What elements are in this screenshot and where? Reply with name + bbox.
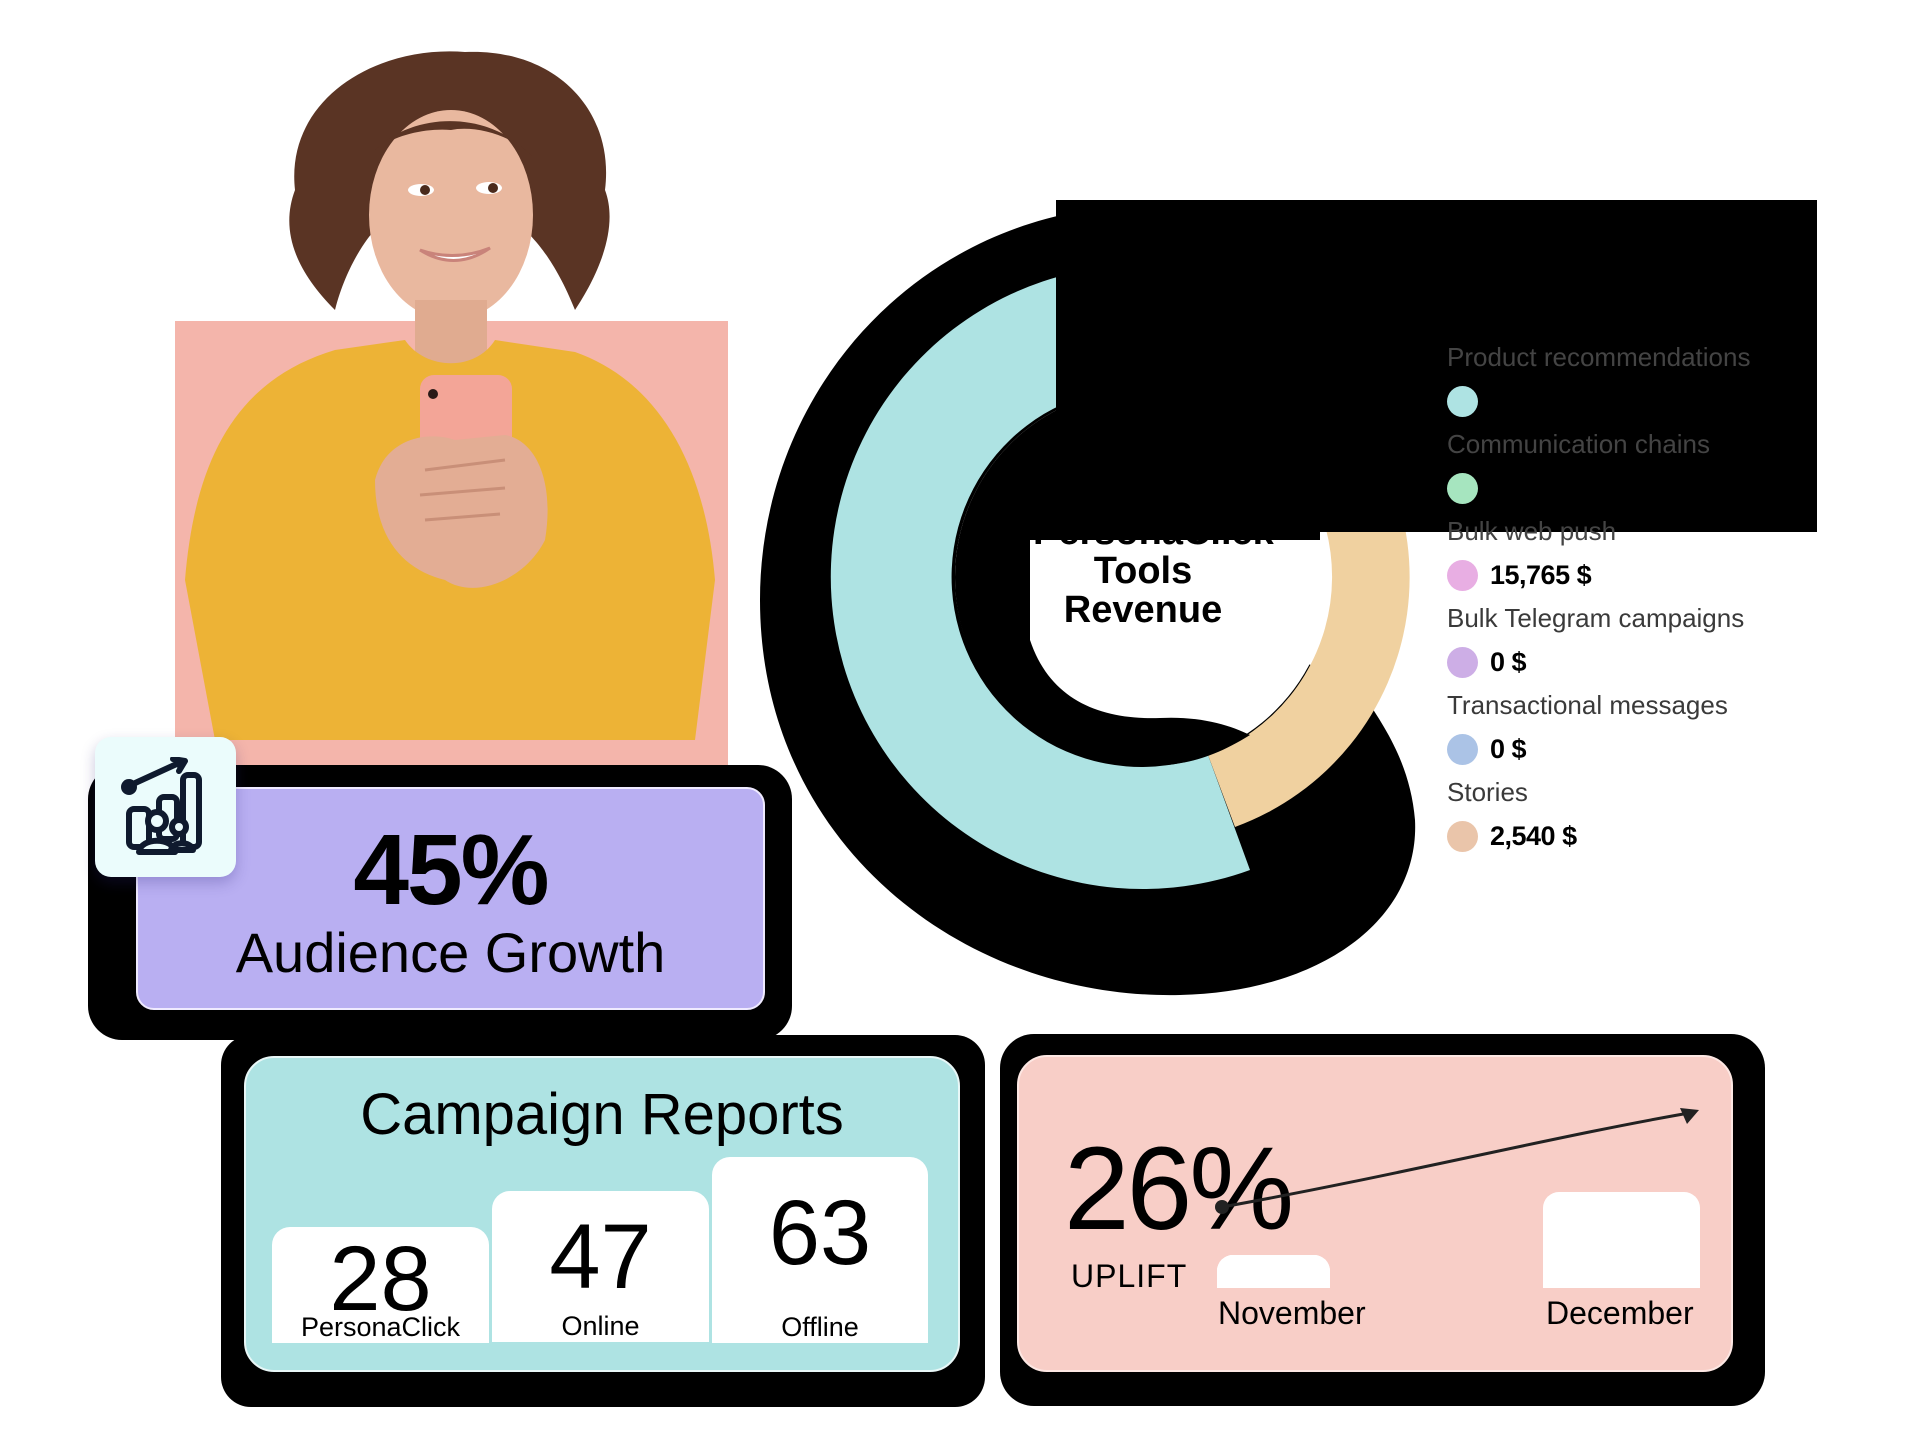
donut-segment-product-recommendations[interactable] [830,264,1250,889]
audience-growth-chart-icon [120,757,202,855]
campaign-label: PersonaClick [300,1312,461,1342]
audience-growth-icon-tile [95,737,236,877]
campaign-bar-online: 47 Online [492,1191,709,1342]
legend-label-communication-chains: Communication chains [1447,429,1711,460]
uplift-label: UPLIFT [1071,1258,1188,1294]
campaign-bar-personaclick: 28 PersonaClick [272,1227,489,1343]
campaign-value: 63 [768,1182,872,1284]
campaign-label: Online [561,1311,640,1341]
uplift-bar-december [1543,1192,1700,1288]
legend-item-product-recommendations[interactable] [1447,380,1847,424]
legend-label-bulk-web-push: Bulk web push [1447,516,1617,547]
uplift-month-december: December [1546,1295,1694,1331]
legend-label-product-recommendations: Product recommendations [1447,342,1751,373]
campaign-reports-title: Campaign Reports [360,1082,844,1147]
legend-label-bulk-telegram: Bulk Telegram campaigns [1447,603,1745,634]
hero-person-illustration [185,51,715,740]
legend-label-stories: Stories [1447,777,1528,808]
donut-center-title: PersonaClick Tools Revenue [1033,511,1274,631]
legend-dot-icon [1447,820,1478,852]
legend-item-transactional[interactable]: 0 $ [1447,728,1847,772]
legend-dot-icon [1447,385,1478,417]
uplift-month-november: November [1218,1295,1366,1331]
legend-item-bulk-telegram[interactable]: 0 $ [1447,641,1847,685]
legend-item-stories[interactable]: 2,540 $ [1447,815,1847,859]
legend-dot-icon [1447,733,1478,765]
audience-growth-card: 45% Audience Growth [136,787,765,1010]
uplift-bar-november-bar [1217,1255,1330,1288]
legend-dot-icon [1447,472,1478,504]
campaign-bar-offline: 63 Offline [712,1157,928,1343]
audience-growth-label: Audience Growth [235,921,666,985]
legend-item-communication-chains[interactable] [1447,467,1847,511]
campaign-label: Offline [781,1312,859,1342]
donut-legend: Product recommendations Communication ch… [1447,336,1847,858]
legend-dot-icon [1447,559,1478,591]
legend-mask-block [1056,200,1817,532]
legend-item-bulk-web-push[interactable]: 15,765 $ [1447,554,1847,598]
audience-growth-value: 45% [353,814,549,927]
campaign-value: 47 [549,1206,652,1308]
uplift-value: 26% [1064,1123,1294,1255]
uplift-trend-arrow-icon [1215,1108,1699,1214]
legend-label-transactional: Transactional messages [1447,690,1728,721]
campaign-value: 28 [329,1228,432,1330]
legend-dot-icon [1447,646,1478,678]
